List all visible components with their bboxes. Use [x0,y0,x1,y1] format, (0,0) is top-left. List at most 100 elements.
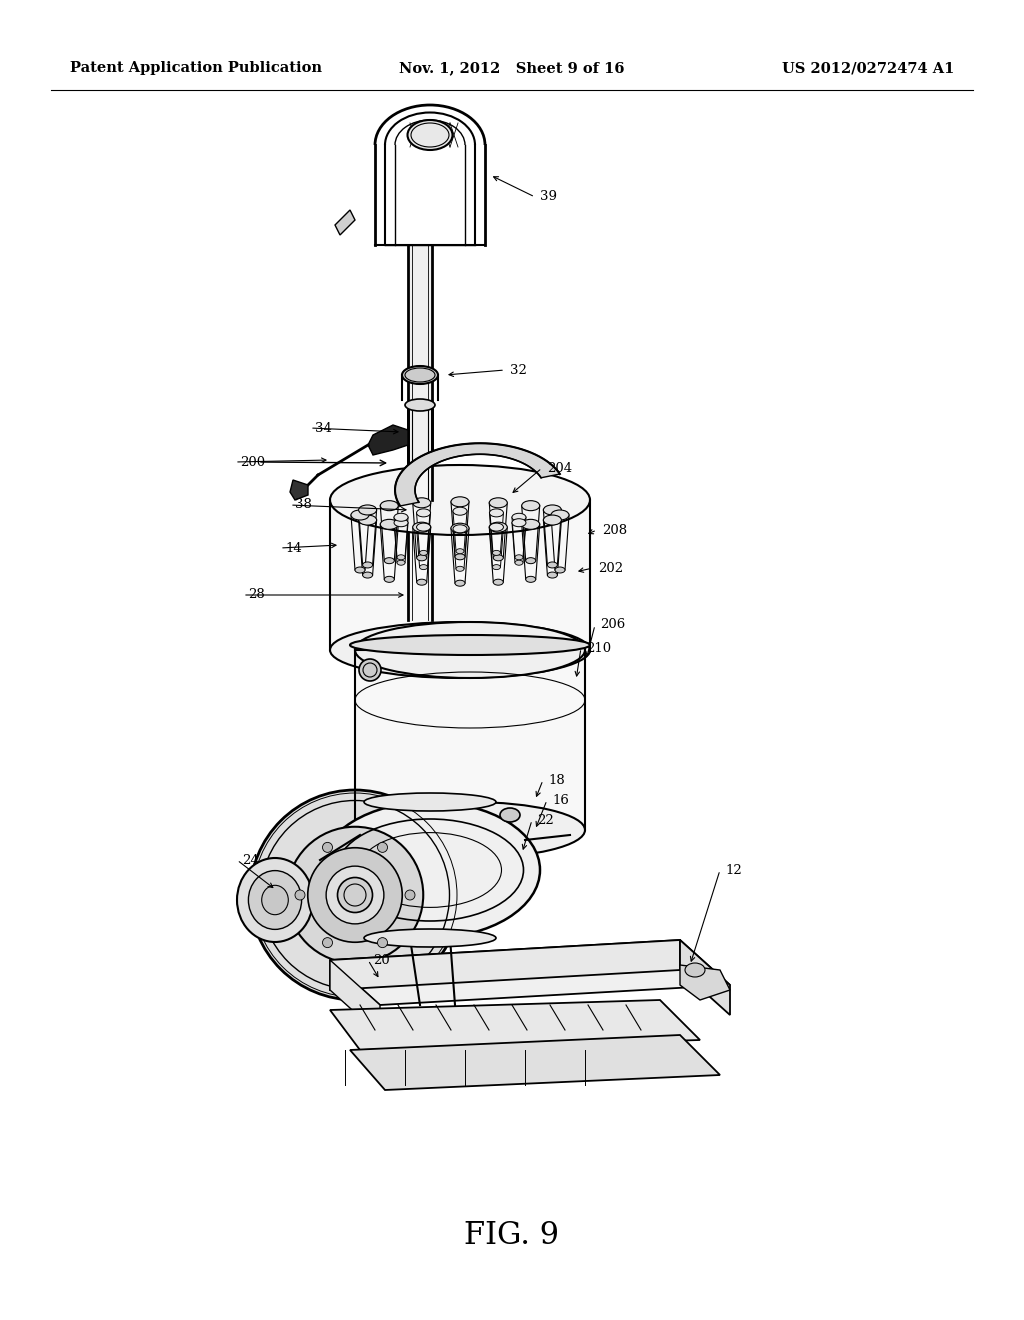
Text: 200: 200 [240,455,265,469]
Ellipse shape [515,560,523,565]
Ellipse shape [362,562,373,568]
Text: US 2012/0272474 A1: US 2012/0272474 A1 [781,61,954,75]
Text: 208: 208 [602,524,627,536]
Ellipse shape [359,659,381,681]
Polygon shape [355,649,585,830]
Text: 38: 38 [295,499,312,511]
Ellipse shape [397,554,406,560]
Polygon shape [335,210,355,235]
Text: 39: 39 [540,190,557,203]
Ellipse shape [408,120,453,150]
Text: 14: 14 [285,541,302,554]
Ellipse shape [358,506,377,515]
Ellipse shape [489,498,507,508]
Ellipse shape [453,507,467,515]
Text: 28: 28 [248,589,265,602]
Ellipse shape [413,498,431,508]
Ellipse shape [555,568,565,573]
Ellipse shape [420,550,428,556]
Ellipse shape [237,858,313,942]
Ellipse shape [544,506,561,515]
Ellipse shape [330,465,590,535]
Text: 32: 32 [510,363,527,376]
Ellipse shape [330,622,590,678]
Ellipse shape [406,399,435,411]
Text: 16: 16 [552,793,569,807]
Ellipse shape [262,886,289,915]
Ellipse shape [319,803,540,939]
Polygon shape [680,940,730,1015]
Ellipse shape [378,937,387,948]
Polygon shape [330,940,730,1005]
Ellipse shape [384,577,394,582]
Ellipse shape [351,510,369,520]
Ellipse shape [295,890,305,900]
Ellipse shape [417,554,427,561]
Ellipse shape [355,622,585,678]
Ellipse shape [380,500,398,511]
Polygon shape [408,246,432,620]
Ellipse shape [364,793,496,810]
Ellipse shape [489,523,504,531]
Ellipse shape [413,523,431,532]
Text: 24: 24 [242,854,259,866]
Polygon shape [368,425,408,455]
Ellipse shape [338,878,373,912]
Ellipse shape [512,519,526,527]
Text: 204: 204 [547,462,572,474]
Text: 34: 34 [315,421,332,434]
Ellipse shape [402,366,438,384]
Text: 18: 18 [548,774,565,787]
Text: 206: 206 [600,619,626,631]
Ellipse shape [451,523,469,533]
Ellipse shape [494,554,503,561]
Ellipse shape [355,803,585,858]
Polygon shape [330,500,590,649]
Ellipse shape [417,579,427,585]
Ellipse shape [521,519,540,529]
Ellipse shape [394,519,408,527]
Ellipse shape [500,808,520,822]
Ellipse shape [493,550,501,556]
Ellipse shape [544,515,561,525]
Ellipse shape [355,568,365,573]
Ellipse shape [380,519,398,529]
Ellipse shape [384,557,394,564]
Ellipse shape [378,842,387,853]
Ellipse shape [406,890,415,900]
Ellipse shape [494,579,503,585]
Ellipse shape [451,496,469,507]
Text: 210: 210 [586,642,611,655]
Ellipse shape [453,525,467,533]
Polygon shape [330,1001,700,1049]
Ellipse shape [685,964,705,977]
Ellipse shape [512,513,526,521]
Ellipse shape [323,842,333,853]
Polygon shape [330,960,380,1035]
Ellipse shape [362,572,373,578]
Polygon shape [290,480,308,500]
Ellipse shape [250,789,460,1001]
Polygon shape [395,444,560,506]
Text: Patent Application Publication: Patent Application Publication [70,61,322,75]
Ellipse shape [394,513,408,521]
Ellipse shape [397,560,406,565]
Ellipse shape [551,510,569,520]
Text: 12: 12 [725,863,741,876]
Ellipse shape [456,566,464,572]
Ellipse shape [417,510,430,517]
Text: 22: 22 [537,813,554,826]
Ellipse shape [548,572,557,578]
Ellipse shape [493,565,501,570]
Ellipse shape [350,635,590,655]
Polygon shape [330,940,680,990]
Ellipse shape [287,826,423,964]
Text: 202: 202 [598,561,624,574]
Ellipse shape [489,510,504,517]
Ellipse shape [249,871,302,929]
Ellipse shape [455,554,465,560]
Ellipse shape [358,515,377,525]
Ellipse shape [515,554,523,560]
Text: 20: 20 [373,953,390,966]
Ellipse shape [521,500,540,511]
